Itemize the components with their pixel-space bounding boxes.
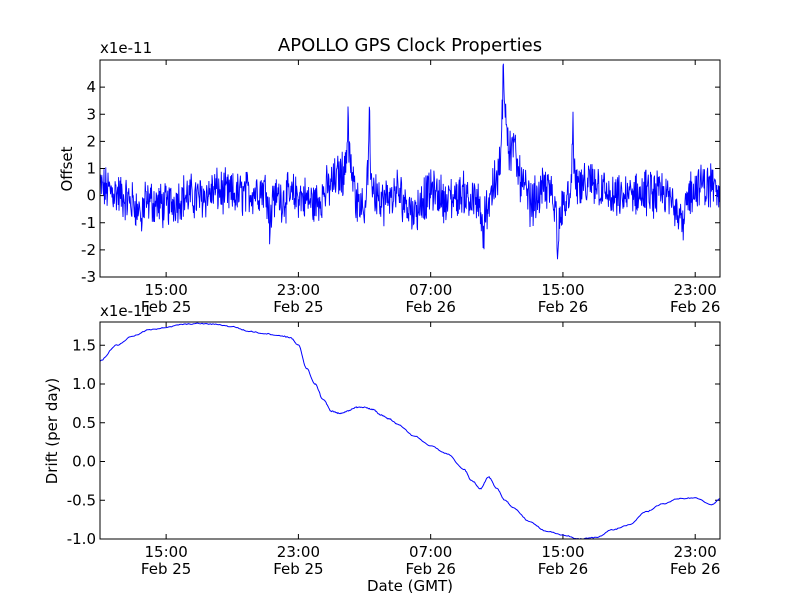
x-axis-label: Date (GMT) [367,577,453,595]
y-tick-label: -2 [81,241,96,259]
offset-y-axis-label: Offset [58,146,76,191]
x-tick-label-date: Feb 26 [538,298,588,316]
y-tick-label: 3 [86,105,96,123]
offset-line [100,63,720,260]
x-tick-label-time: 23:00 [674,543,717,561]
x-tick-label-time: 15:00 [145,543,188,561]
y-tick-label: 0.0 [72,453,96,471]
offset-series [100,63,720,260]
x-tick-label-date: Feb 25 [141,560,191,578]
x-tick-label-date: Feb 26 [405,560,455,578]
drift-line [100,322,720,539]
y-tick-label: -1 [81,214,96,232]
y-tick-label: -0.5 [67,491,96,509]
x-tick-label-date: Feb 26 [405,298,455,316]
x-tick-label-date: Feb 25 [273,298,323,316]
y-tick-label: -1.0 [67,530,96,548]
x-tick-label-time: 15:00 [541,543,584,561]
x-tick-label-time: 23:00 [674,281,717,299]
drift-chart: x1e-11 Drift (per day) Date (GMT) -1.0 -0… [43,302,721,595]
x-tick-label-time: 15:00 [541,281,584,299]
y-tick-label: 4 [86,78,96,96]
x-tick-label-time: 15:00 [145,281,188,299]
x-tick-label-time: 23:00 [277,543,320,561]
x-tick-label-date: Feb 25 [141,298,191,316]
x-tick-label-date: Feb 26 [670,298,720,316]
offset-top-exponent: x1e-11 [100,39,152,57]
y-tick-label: -3 [81,268,96,286]
drift-plot-frame [99,321,721,540]
drift-y-axis-label: Drift (per day) [43,378,61,485]
offset-bottom-exponent: x1e-11 [100,302,152,320]
offset-chart: APOLLO GPS Clock Properties x1e-11 Offse… [58,35,721,316]
y-tick-label: 1.0 [72,375,96,393]
y-tick-label: 2 [86,132,96,150]
chart-title: APOLLO GPS Clock Properties [278,35,542,56]
x-tick-label-date: Feb 26 [538,560,588,578]
x-tick-label-time: 23:00 [277,281,320,299]
y-tick-label: 1 [86,160,96,178]
x-tick-label-date: Feb 26 [670,560,720,578]
drift-series [100,322,720,539]
x-tick-label-time: 07:00 [409,281,452,299]
x-tick-label-date: Feb 25 [273,560,323,578]
x-tick-label-time: 07:00 [409,543,452,561]
y-tick-label: 1.5 [72,336,96,354]
offset-plot-frame [99,59,721,278]
y-tick-label: 0.5 [72,414,96,432]
y-tick-label: 0 [86,187,96,205]
